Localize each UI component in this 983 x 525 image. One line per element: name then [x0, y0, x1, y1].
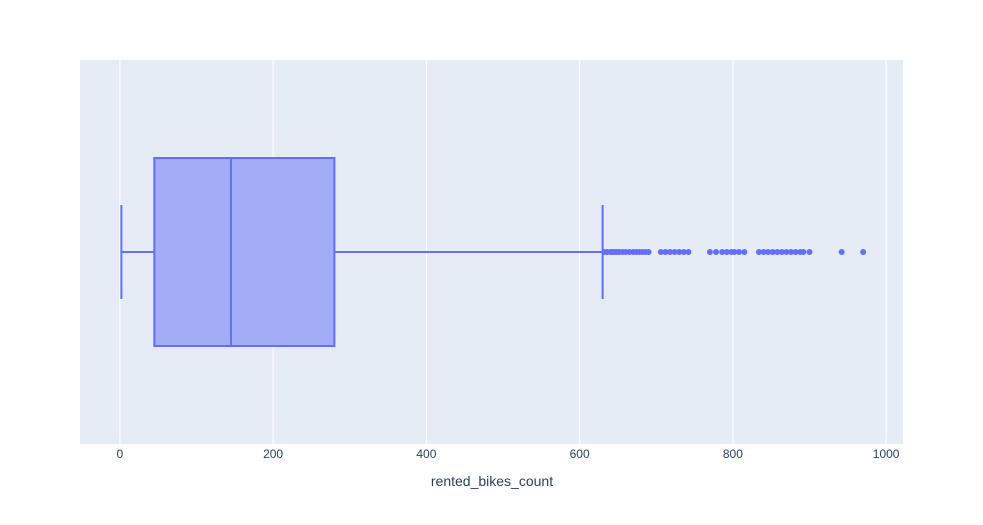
outlier-point — [760, 249, 767, 255]
x-axis-title: rented_bikes_count — [431, 473, 553, 489]
outlier-point — [645, 249, 652, 255]
x-axis-ticks: 0 200 400 600 800 1000 — [117, 447, 900, 461]
outlier-point — [657, 249, 664, 255]
outlier-point — [769, 249, 776, 255]
box-trace — [120, 157, 867, 347]
outlier-point — [741, 249, 748, 255]
x-tick-label: 600 — [570, 447, 590, 461]
outlier-point — [806, 249, 813, 255]
x-tick-label: 0 — [117, 447, 124, 461]
outlier-point — [860, 249, 867, 255]
outlier-point — [778, 249, 785, 255]
outlier-point — [838, 249, 845, 255]
outlier-point — [723, 249, 730, 255]
interquartile-box — [153, 157, 336, 347]
x-tick-label: 800 — [723, 447, 743, 461]
outlier-point — [736, 249, 743, 255]
outlier-point — [667, 249, 674, 255]
outlier-point — [765, 249, 772, 255]
x-tick-label: 200 — [263, 447, 283, 461]
outlier-point — [792, 249, 799, 255]
outlier-point — [719, 249, 726, 255]
x-tick-label: 400 — [416, 447, 436, 461]
outlier-point — [706, 249, 713, 255]
outlier-point — [676, 249, 683, 255]
outlier-point — [662, 249, 669, 255]
outlier-point — [788, 249, 795, 255]
outlier-point — [671, 249, 678, 255]
outlier-point — [755, 249, 762, 255]
outlier-point — [783, 249, 790, 255]
outlier-point — [774, 249, 781, 255]
outlier-point — [680, 249, 687, 255]
outlier-point — [731, 249, 738, 255]
outlier-point — [800, 249, 807, 255]
outlier-point — [713, 249, 720, 255]
outlier-point — [685, 249, 692, 255]
x-tick-label: 1000 — [873, 447, 900, 461]
